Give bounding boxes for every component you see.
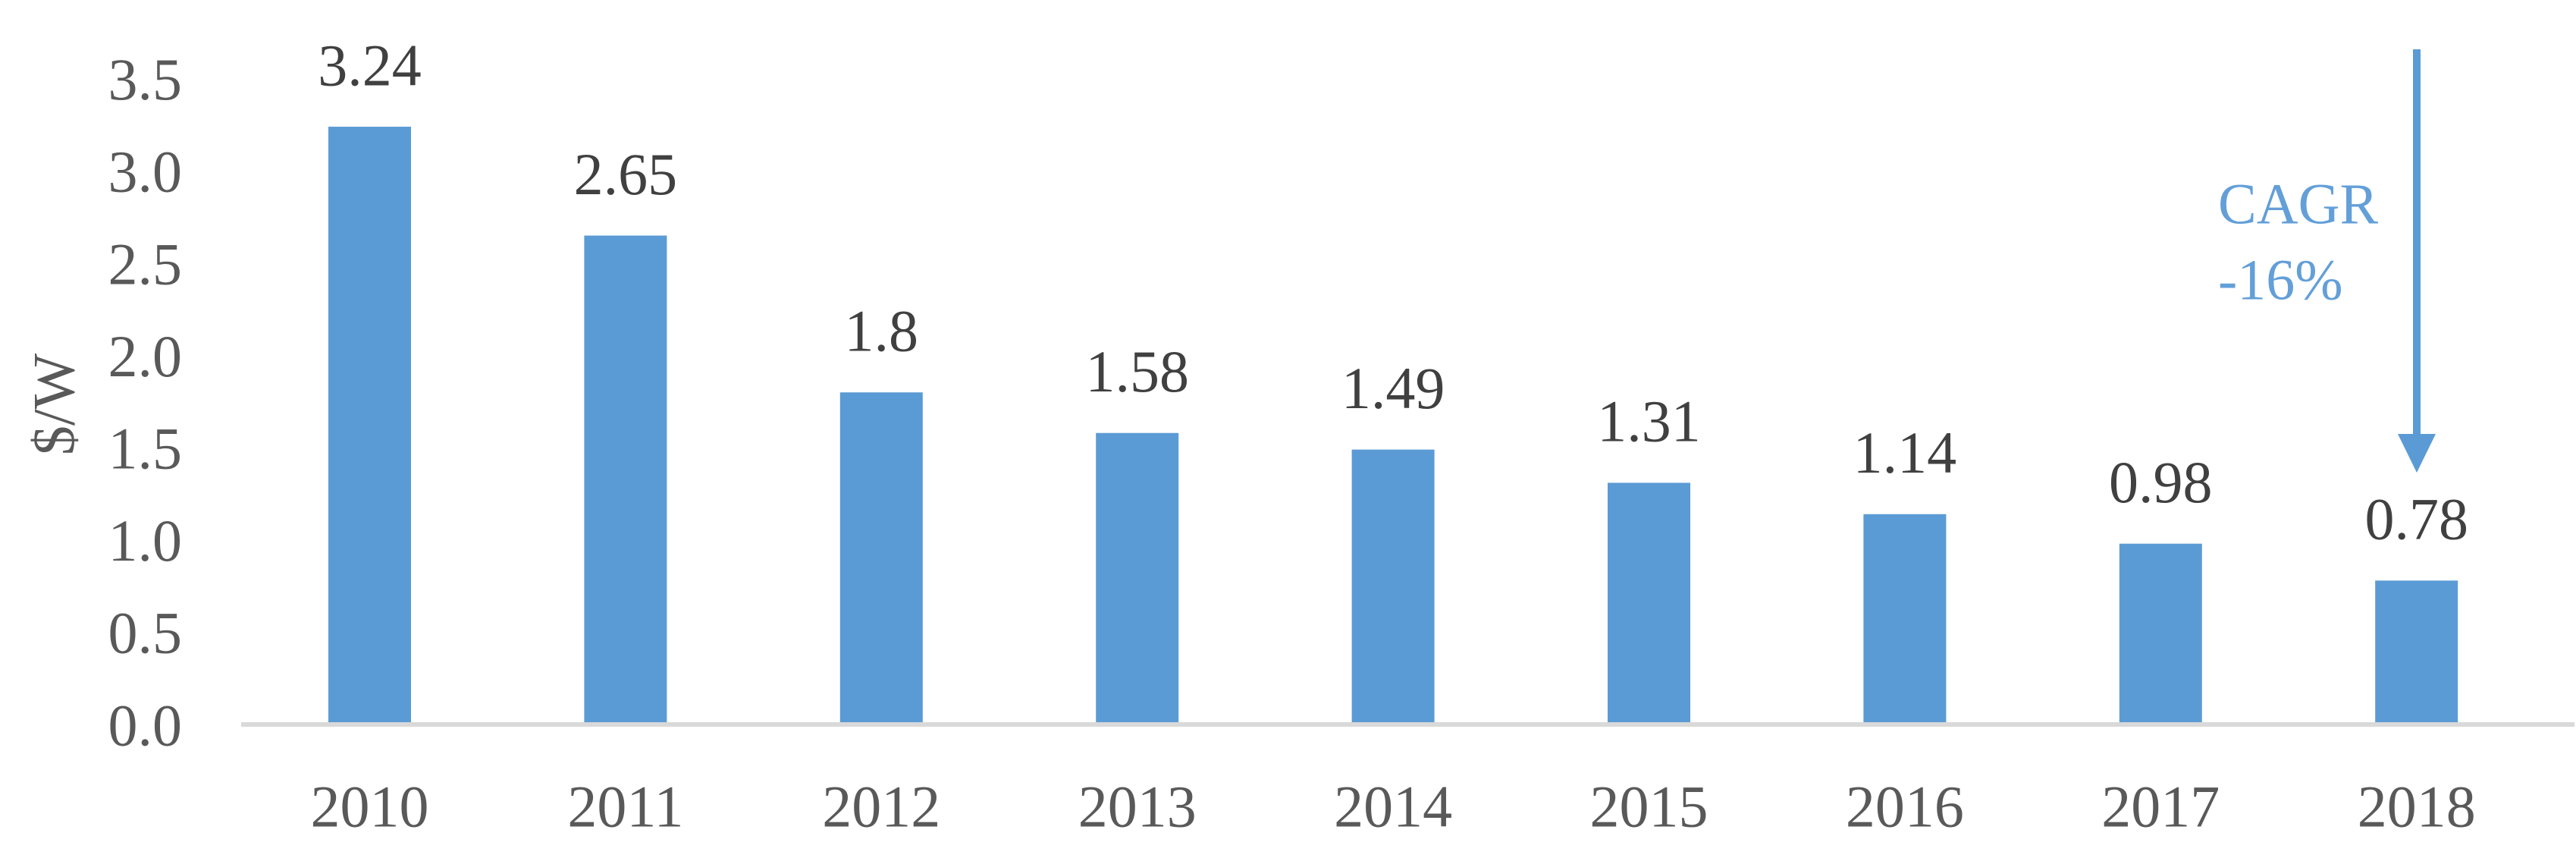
y-axis-title: $/W: [20, 353, 86, 455]
bar-value-label: 1.8: [845, 298, 919, 364]
bar-2014: [1351, 449, 1435, 724]
bar-value-label: 1.14: [1853, 420, 1957, 486]
x-axis-tick-labels: 2010 2011 2012 2013 2014 2015 2016 2017 2018: [311, 773, 2476, 839]
down-arrow-icon: [2398, 49, 2436, 473]
bar-value-label: 1.31: [1597, 388, 1701, 454]
bar-series: [328, 127, 2458, 725]
bar-2017: [2119, 543, 2202, 724]
bar-2011: [584, 235, 667, 724]
y-tick-label: 1.5: [108, 416, 183, 482]
bar-value-label: 3.24: [318, 32, 422, 98]
bar-value-label: 2.65: [574, 141, 678, 207]
y-tick-label: 1.0: [108, 508, 183, 574]
bar-value-label: 0.78: [2364, 486, 2468, 552]
x-tick-label: 2015: [1590, 773, 1708, 839]
bar-value-label: 1.49: [1341, 355, 1445, 421]
bar-value-label: 0.98: [2109, 449, 2213, 515]
cagr-annotation-line2: -16%: [2218, 249, 2343, 313]
x-tick-label: 2010: [311, 773, 429, 839]
cagr-annotation-line1: CAGR: [2218, 173, 2378, 237]
y-tick-label: 2.0: [108, 323, 183, 389]
x-axis-line: [241, 722, 2574, 727]
x-tick-label: 2016: [1846, 773, 1964, 839]
x-tick-label: 2014: [1334, 773, 1452, 839]
y-tick-label: 2.5: [108, 231, 183, 297]
bar-2013: [1096, 432, 1179, 724]
y-tick-label: 0.5: [108, 600, 183, 666]
y-tick-label: 0.0: [108, 692, 183, 758]
bar-value-label: 1.58: [1085, 338, 1189, 404]
y-tick-label: 3.5: [108, 46, 183, 112]
y-axis-tick-labels: 0.0 0.5 1.0 1.5 2.0 2.5 3.0 3.5: [108, 46, 183, 758]
x-tick-label: 2017: [2101, 773, 2220, 839]
x-tick-label: 2018: [2358, 773, 2476, 839]
bar-2018: [2375, 580, 2458, 724]
bar-2010: [328, 127, 411, 725]
bar-2015: [1608, 482, 1690, 724]
y-tick-label: 3.0: [108, 139, 183, 205]
x-tick-label: 2013: [1078, 773, 1197, 839]
x-tick-label: 2011: [567, 773, 683, 839]
bar-2012: [839, 392, 923, 724]
bar-2016: [1863, 514, 1947, 724]
bar-value-labels: 3.24 2.65 1.8 1.58 1.49 1.31 1.14 0.98 0.78: [318, 32, 2468, 552]
x-tick-label: 2012: [822, 773, 940, 839]
